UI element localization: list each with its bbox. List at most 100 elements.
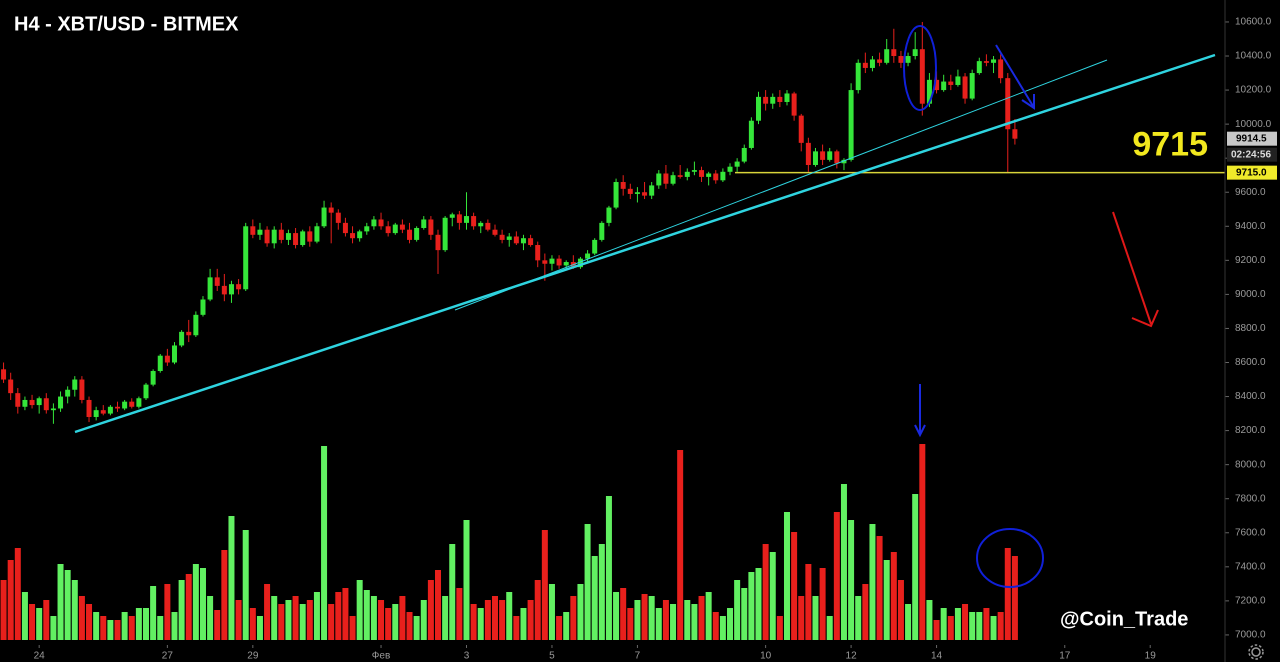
volume-bar (484, 600, 491, 640)
candle-body (627, 188, 633, 194)
volume-bar (506, 592, 513, 640)
volume-bar (57, 564, 64, 640)
candle-body (115, 406, 121, 409)
candle-body (122, 401, 128, 409)
volume-bar (962, 604, 969, 640)
volume-bar (627, 608, 634, 640)
volume-bar (897, 580, 904, 640)
y-tick-label: 8200.0 (1235, 425, 1266, 436)
candle-body (407, 229, 413, 240)
settings-icon[interactable] (1248, 644, 1264, 660)
candle-body (328, 207, 334, 213)
candle-body (784, 93, 790, 102)
candle-body (371, 219, 377, 227)
candle-body (656, 173, 662, 186)
candle-body (8, 379, 14, 394)
volume-bar (456, 588, 463, 640)
candle-body (1012, 129, 1018, 139)
volume-bar (556, 616, 563, 640)
annotation-arrow (914, 384, 926, 438)
candle-body (798, 115, 804, 143)
y-tick-label: 9400.0 (1235, 221, 1266, 232)
candle-body (157, 355, 163, 372)
volume-bar (613, 592, 620, 640)
chart-title: H4 - XBT/USD - BITMEX (14, 13, 239, 35)
candle-body (948, 81, 954, 85)
candle-body (357, 231, 363, 239)
volume-bar (947, 616, 954, 640)
candle-body (1, 369, 7, 380)
candle-body (741, 147, 747, 162)
volume-bar (734, 580, 741, 640)
candle-body (520, 238, 526, 244)
candle-body (171, 345, 177, 363)
volume-bar (1011, 556, 1018, 640)
volume-bar (392, 604, 399, 640)
candle-body (471, 216, 477, 227)
y-tick-label: 7800.0 (1235, 493, 1266, 504)
candle-body (549, 258, 555, 264)
candle-body (129, 401, 135, 407)
volume-bar (570, 596, 577, 640)
y-tick-label: 9200.0 (1235, 255, 1266, 266)
volume-bar (677, 450, 684, 640)
candle-body (991, 59, 997, 63)
candle-body (998, 59, 1004, 79)
volume-bar (577, 584, 584, 640)
y-tick-label: 7400.0 (1235, 561, 1266, 572)
candle-body (236, 284, 242, 290)
candle-body (449, 214, 455, 218)
volume-bar (919, 444, 926, 640)
volume-bar (363, 590, 370, 640)
price-tag-bg (1227, 131, 1277, 146)
candle-body (542, 260, 548, 264)
volume-bar (449, 544, 456, 640)
candle-body (399, 224, 405, 230)
candle-body (50, 408, 56, 411)
candle-body (848, 90, 854, 160)
candle-body (193, 314, 199, 336)
volume-bar (214, 610, 221, 640)
candle-body (620, 182, 626, 189)
volume-bar (499, 600, 506, 640)
volume-bar (157, 616, 164, 640)
volume-bar (413, 616, 420, 640)
candle-body (898, 56, 904, 63)
candle-body (392, 224, 398, 234)
x-tick-label: 7 (635, 651, 641, 662)
candle-body (435, 234, 441, 251)
volume-bar (7, 560, 14, 640)
y-tick-label: 8000.0 (1235, 459, 1266, 470)
volume-bar (990, 616, 997, 640)
volume-bar (520, 608, 527, 640)
candle-body (606, 207, 612, 223)
candle-body (599, 222, 605, 240)
volume-bar (762, 544, 769, 640)
price-tag: 9914.5 (1236, 133, 1267, 144)
volume-bar (670, 604, 677, 640)
candle-body (812, 151, 818, 165)
volume-bar (748, 572, 755, 640)
x-tick-label: 27 (162, 651, 174, 662)
volume-bar (256, 616, 263, 640)
candle-body (179, 331, 185, 346)
x-tick-label: 10 (760, 651, 772, 662)
candle-body (934, 79, 940, 91)
y-tick-label: 7600.0 (1235, 527, 1266, 538)
x-tick-label: 3 (464, 651, 470, 662)
volume-bar (150, 586, 157, 640)
volume-bar (727, 608, 734, 640)
volume-bar (983, 608, 990, 640)
candle-body (307, 231, 313, 242)
watermark: @Coin_Trade (1060, 608, 1188, 630)
y-tick-label: 7000.0 (1235, 630, 1266, 641)
y-tick-label: 10400.0 (1235, 51, 1272, 62)
candle-body (428, 219, 434, 235)
candle-body (805, 142, 811, 165)
candle-body (278, 229, 284, 240)
candle-body (293, 233, 299, 246)
volume-bar (29, 604, 36, 640)
candle-body (15, 393, 21, 407)
y-tick-label: 10600.0 (1235, 17, 1272, 28)
